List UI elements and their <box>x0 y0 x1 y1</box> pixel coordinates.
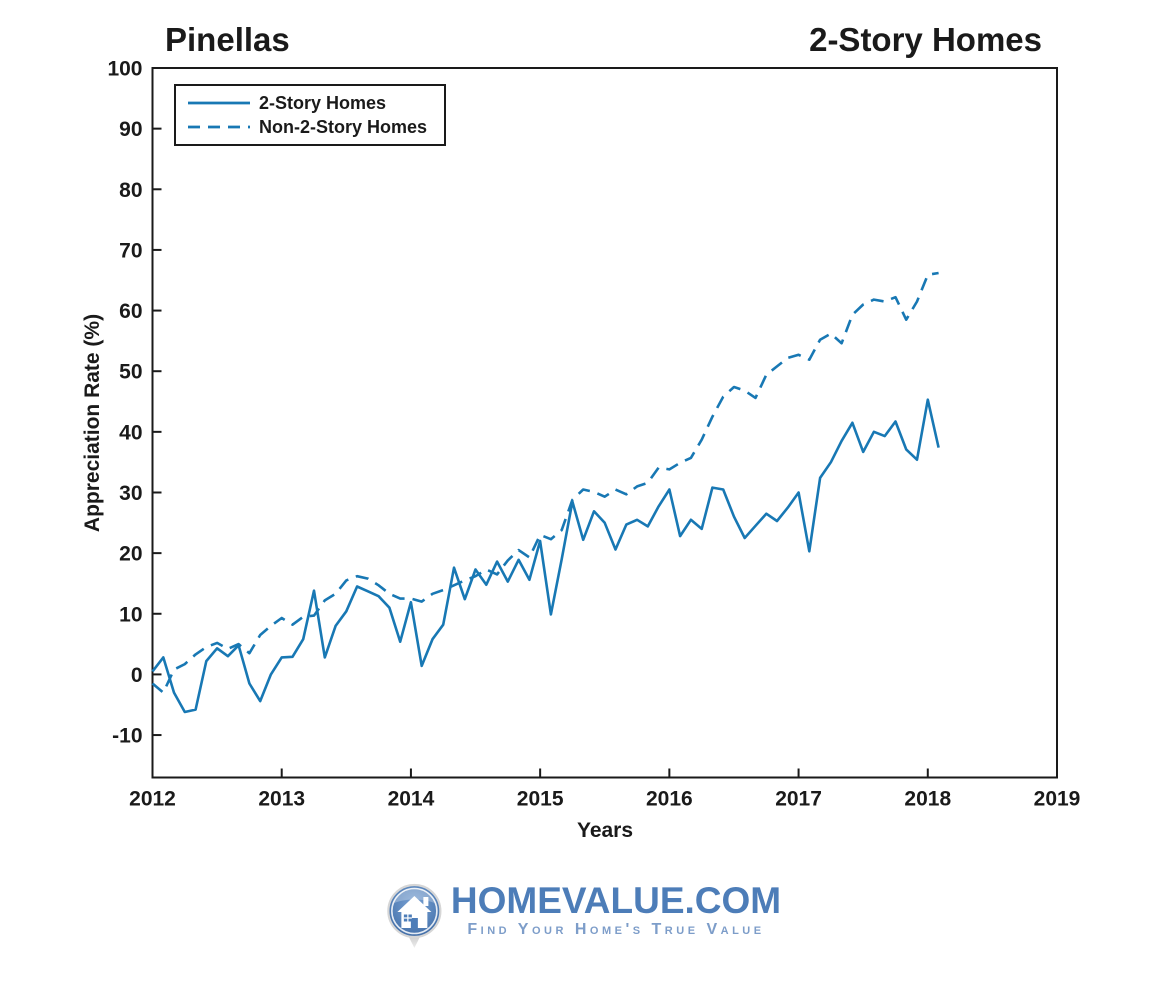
x-tick-label: 2012 <box>129 788 176 811</box>
chart-title-left: Pinellas <box>165 21 290 58</box>
y-tick-label: 70 <box>119 239 142 262</box>
x-axis-label: Years <box>576 819 634 842</box>
y-tick-label: 10 <box>119 603 142 626</box>
x-tick-label: 2016 <box>646 788 693 811</box>
series-2-story <box>151 398 940 714</box>
brand-name: HOMEVALUE.COM <box>451 882 781 919</box>
y-tick-label: 100 <box>107 58 142 81</box>
x-tick-label: 2017 <box>775 788 822 811</box>
solid-line-icon <box>188 101 250 105</box>
logo-text: HOMEVALUE.COM Find Your Home's True Valu… <box>451 882 781 939</box>
x-tick-label: 2013 <box>258 788 305 811</box>
dashed-line-icon <box>188 125 250 129</box>
y-tick-label: 0 <box>131 664 143 687</box>
y-tick-label: 30 <box>119 482 142 505</box>
y-tick-label: 20 <box>119 543 142 566</box>
logo-tagline: Find Your Home's True Value <box>467 921 765 938</box>
legend-item-non-2-story: Non-2-Story Homes <box>176 117 444 138</box>
legend-label-2-story: 2-Story Homes <box>259 92 387 113</box>
y-tick-label: 90 <box>119 118 142 141</box>
brand-value: VALUE <box>561 880 685 921</box>
homevalue-logo: HOMEVALUE.COM Find Your Home's True Valu… <box>386 882 781 950</box>
house-pin-icon <box>386 883 441 948</box>
y-tick-label: 50 <box>119 361 142 384</box>
brand-com: .COM <box>684 880 782 921</box>
x-tick-label: 2019 <box>1034 788 1081 811</box>
x-tick-label: 2018 <box>904 788 951 811</box>
y-axis-label: Appreciation Rate (%) <box>81 313 104 533</box>
series-non-2-story <box>151 271 939 694</box>
legend-label-non-2-story: Non-2-Story Homes <box>259 116 428 137</box>
legend-item-2-story: 2-Story Homes <box>176 93 444 114</box>
brand-home: HOME <box>450 880 562 921</box>
y-tick-label: 40 <box>119 421 142 444</box>
x-tick-label: 2015 <box>517 788 564 811</box>
x-tick-label: 2014 <box>388 788 435 811</box>
plot-frame <box>151 67 1058 779</box>
legend: 2-Story Homes Non-2-Story Homes <box>174 84 446 146</box>
chart-title-right: 2-Story Homes <box>809 21 1042 58</box>
y-tick-label: 80 <box>119 179 142 202</box>
y-tick-label: 60 <box>119 300 142 323</box>
y-tick-label: -10 <box>112 725 142 748</box>
